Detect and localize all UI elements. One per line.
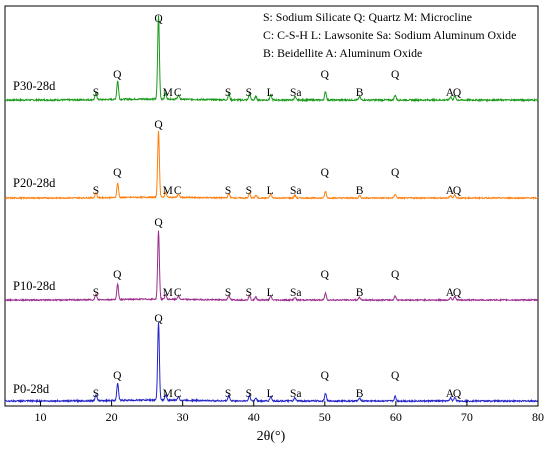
peak-label-s-3-0: S xyxy=(93,388,99,400)
peak-label-q-0-1: Q xyxy=(113,69,122,81)
x-tick-label-30: 30 xyxy=(177,410,189,424)
peak-label-q-3-1: Q xyxy=(113,370,122,382)
peak-label-a-3-12: A xyxy=(446,388,455,400)
x-tick-label-70: 70 xyxy=(461,410,473,424)
peak-label-sa-0-8: Sa xyxy=(290,87,302,99)
x-tick-label-60: 60 xyxy=(390,410,402,424)
peak-label-s-0-6: S xyxy=(246,87,252,99)
peak-label-q-3-2: Q xyxy=(154,313,163,325)
peak-label-q-0-9: Q xyxy=(321,69,330,81)
peak-label-s-3-6: S xyxy=(246,388,252,400)
peak-label-q-2-1: Q xyxy=(113,269,122,281)
peak-label-sa-2-8: Sa xyxy=(290,287,302,299)
x-tick-label-20: 20 xyxy=(106,410,118,424)
peak-label-a-2-12: A xyxy=(446,287,455,299)
sample-label-group: P30-28d P20-28d P10-28d P0-28d xyxy=(13,79,56,396)
series-line-p30-28d xyxy=(4,15,539,103)
peak-label-q-1-13: Q xyxy=(453,185,462,197)
series-label-p0-28d: P0-28d xyxy=(13,382,50,396)
peak-label-s-2-6: S xyxy=(246,287,252,299)
peak-label-s-2-5: S xyxy=(225,287,231,299)
peak-label-b-1-10: B xyxy=(356,185,364,197)
peak-label-q-3-11: Q xyxy=(391,370,400,382)
peak-label-l-3-7: L xyxy=(267,388,274,400)
peak-label-q-1-2: Q xyxy=(154,119,163,131)
peak-label-s-3-5: S xyxy=(225,388,231,400)
peak-label-q-0-11: Q xyxy=(391,69,400,81)
legend-line-2: C: C-S-H L: Lawsonite Sa: Sodium Aluminu… xyxy=(263,28,516,42)
peak-label-q-3-9: Q xyxy=(321,370,330,382)
x-tick-label-50: 50 xyxy=(319,410,331,424)
peak-label-c-3-4: C xyxy=(174,388,182,400)
legend-line-3: B: Beidellite A: Aluminum Oxide xyxy=(263,46,422,60)
series-line-p20-28d xyxy=(4,130,539,201)
series-group xyxy=(4,15,539,404)
peak-label-c-0-4: C xyxy=(174,87,182,99)
peak-label-l-0-7: L xyxy=(267,87,274,99)
legend-box: S: Sodium Silicate Q: Quartz M: Microcli… xyxy=(263,10,516,60)
peak-label-m-2-3: M xyxy=(163,287,173,299)
peak-label-s-0-5: S xyxy=(225,87,231,99)
peak-label-q-0-13: Q xyxy=(453,87,462,99)
x-tick-label-80: 80 xyxy=(532,410,544,424)
peak-label-s-1-5: S xyxy=(225,185,231,197)
peak-label-a-1-12: A xyxy=(446,185,455,197)
series-label-p20-28d: P20-28d xyxy=(13,176,56,190)
peak-label-q-2-2: Q xyxy=(154,217,163,229)
x-tick-label-10: 10 xyxy=(35,410,47,424)
peak-label-q-1-1: Q xyxy=(113,167,122,179)
peak-label-l-2-7: L xyxy=(267,287,274,299)
series-line-p10-28d xyxy=(4,230,539,303)
peak-label-q-2-13: Q xyxy=(453,287,462,299)
legend-line-1: S: Sodium Silicate Q: Quartz M: Microcli… xyxy=(263,10,472,24)
series-label-p30-28d: P30-28d xyxy=(13,79,56,93)
x-axis-ticks: 10 20 30 40 50 60 70 80 xyxy=(35,401,544,424)
peak-label-m-1-3: M xyxy=(163,185,173,197)
peak-label-m-3-3: M xyxy=(163,388,173,400)
x-axis-label: 2θ(°) xyxy=(257,429,286,444)
peak-label-sa-1-8: Sa xyxy=(290,185,302,197)
peak-label-q-1-11: Q xyxy=(391,167,400,179)
peak-label-b-0-10: B xyxy=(356,87,364,99)
peak-label-b-2-10: B xyxy=(356,287,364,299)
series-line-p0-28d xyxy=(4,322,539,404)
peak-label-a-0-12: A xyxy=(446,87,455,99)
peak-label-q-2-11: Q xyxy=(391,269,400,281)
peak-label-c-1-4: C xyxy=(174,185,182,197)
peak-label-s-1-6: S xyxy=(246,185,252,197)
peak-label-l-1-7: L xyxy=(267,185,274,197)
peak-label-s-2-0: S xyxy=(93,287,99,299)
peak-label-q-1-9: Q xyxy=(321,167,330,179)
series-label-p10-28d: P10-28d xyxy=(13,279,56,293)
peak-label-q-3-13: Q xyxy=(453,388,462,400)
x-tick-label-40: 40 xyxy=(248,410,260,424)
peak-label-s-1-0: S xyxy=(93,185,99,197)
peak-label-q-0-2: Q xyxy=(154,13,163,25)
peak-label-sa-3-8: Sa xyxy=(290,388,302,400)
peak-label-q-2-9: Q xyxy=(321,269,330,281)
peak-label-s-0-0: S xyxy=(93,87,99,99)
peak-label-b-3-10: B xyxy=(356,388,364,400)
peak-label-c-2-4: C xyxy=(174,287,182,299)
plot-area-frame xyxy=(4,5,539,407)
peak-label-m-0-3: M xyxy=(163,87,173,99)
